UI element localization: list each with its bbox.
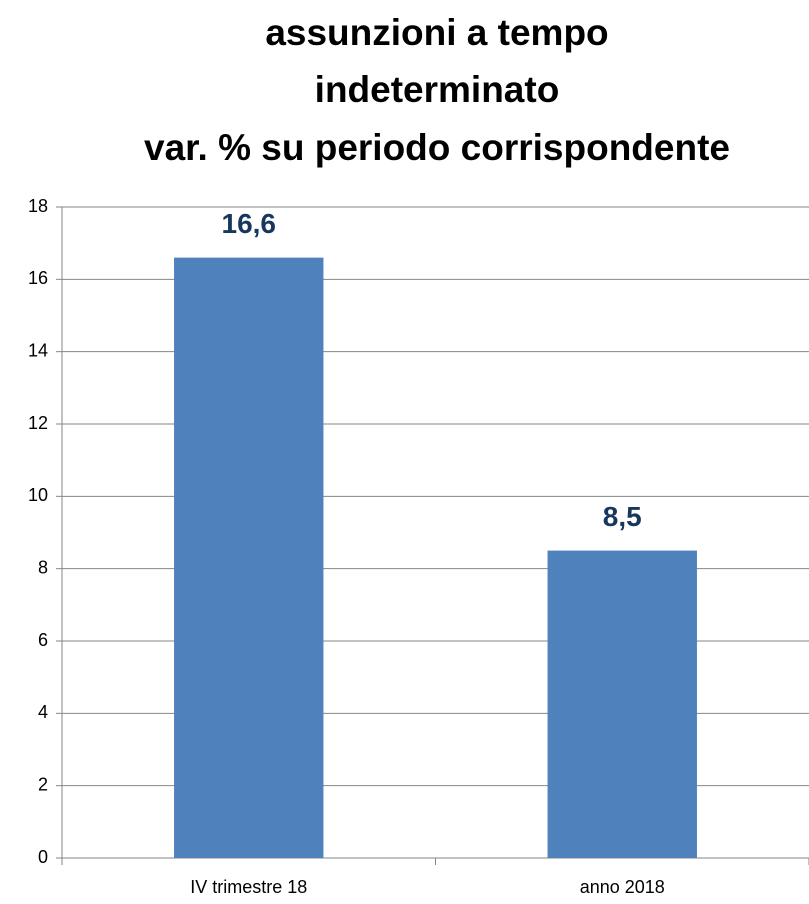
y-tick-label: 10 [28,485,48,505]
bar [547,550,697,858]
y-tick-label: 4 [38,702,48,722]
y-tick-label: 2 [38,774,48,794]
y-tick-label: 16 [28,268,48,288]
y-tick-label: 12 [28,413,48,433]
y-tick-label: 14 [28,340,48,360]
chart-title: assunzioni a tempo [265,12,608,53]
chart-title: var. % su periodo corrispondente [144,127,730,168]
value-label: 16,6 [222,208,277,239]
x-tick-label: IV trimestre 18 [190,877,307,897]
y-tick-label: 8 [38,557,48,577]
y-tick-label: 0 [38,847,48,867]
bar [174,257,324,859]
chart-title: indeterminato [315,69,560,110]
y-tick-label: 18 [28,196,48,216]
y-tick-label: 6 [38,630,48,650]
value-label: 8,5 [603,501,642,532]
x-tick-label: anno 2018 [580,877,665,897]
